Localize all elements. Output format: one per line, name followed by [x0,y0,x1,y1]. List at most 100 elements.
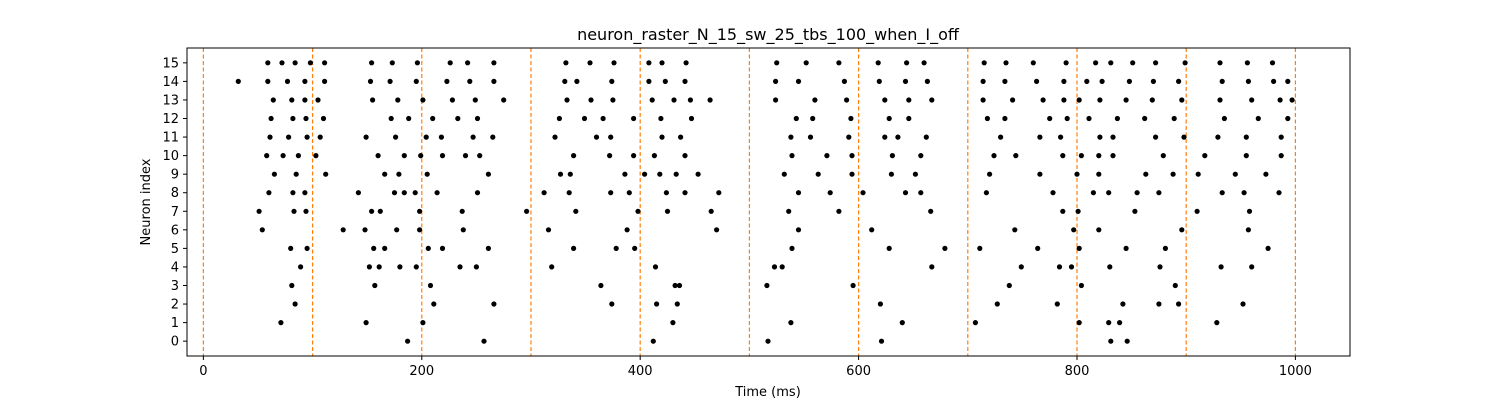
spike-point [389,60,395,66]
spike-point [1176,301,1182,307]
spike-point [371,245,377,251]
spike-point [370,97,376,103]
spike-point [235,78,241,84]
spike-point [290,115,296,122]
spike-point [564,97,570,103]
spike-point [474,115,481,122]
spike-point [485,245,491,251]
spike-point [417,227,423,233]
spike-point [1123,245,1129,251]
spike-point [593,134,600,140]
spike-point [265,60,271,66]
spike-point [1179,227,1185,233]
spike-point [317,134,323,140]
y-tick-label: 14 [162,75,179,90]
spike-point [895,134,901,140]
spike-point [413,78,419,84]
spike-point [929,264,935,270]
spike-point [1099,78,1105,84]
spike-point [659,60,665,66]
spike-point [413,264,419,270]
spike-point [1078,282,1084,289]
spike-point [902,190,909,196]
spike-point [1249,97,1255,103]
spike-point [270,97,276,103]
spike-point [369,208,375,214]
spike-point [1142,115,1148,122]
y-tick-label: 5 [171,242,179,257]
y-tick-label: 0 [171,335,179,350]
spike-point [882,97,888,103]
spike-point [1278,134,1284,140]
spike-point [815,171,821,177]
spike-point [490,134,496,140]
spike-point [473,264,479,270]
spike-point [391,190,398,196]
y-tick-label: 11 [162,131,179,146]
spike-point [587,60,593,66]
spike-point [850,282,856,289]
spike-point [1245,78,1251,84]
spike-point [571,153,577,159]
spike-point [290,190,296,196]
spike-point [1003,60,1009,66]
spike-point [394,227,400,233]
spike-point [563,60,569,66]
spike-point [401,153,407,159]
spike-point [304,245,310,251]
spike-point [1276,190,1282,196]
spike-point [654,301,660,307]
spike-point [810,115,816,122]
spike-point [764,282,770,289]
spike-point [323,171,329,177]
spike-point [1217,60,1223,66]
spike-point [886,115,892,122]
spike-point [1084,78,1090,84]
spike-point [662,78,668,84]
spike-point [658,115,664,122]
spike-point [918,190,924,196]
spike-point [876,78,882,84]
spike-point [541,190,547,196]
spike-point [1110,153,1116,159]
spike-point [427,282,434,289]
spike-point [524,208,530,214]
spike-point [683,60,689,66]
spike-point [788,134,794,140]
spike-point [651,153,658,159]
spike-point [472,97,478,103]
spike-point [622,171,628,177]
x-tick-label: 1000 [1279,364,1312,379]
spike-point [556,115,563,122]
spike-point [1002,115,1008,122]
spike-point [1181,134,1187,140]
spike-point [501,97,507,103]
spike-point [1162,245,1168,251]
spike-point [1241,190,1247,196]
spike-point [807,134,814,140]
y-tick-label: 3 [171,279,179,294]
spike-point [1120,301,1126,307]
spike-point [609,301,615,307]
spike-point [265,78,271,84]
spike-point [1289,97,1295,103]
vertical-guide-lines [202,48,1296,356]
spike-point [918,153,924,159]
spike-point [1018,264,1024,270]
y-tick-label: 13 [162,93,179,108]
spike-point [1093,60,1099,66]
spike-point [650,338,656,344]
spike-point [682,78,688,84]
spike-point [295,153,301,159]
spike-point [465,60,471,66]
spike-point [977,245,983,251]
spike-point [1061,97,1067,103]
spike-point [1068,264,1075,270]
spike-point [1013,153,1019,159]
spike-point [376,264,382,270]
spike-point [284,78,291,84]
spike-point [418,153,424,159]
spike-point [980,97,986,103]
spike-point [598,282,604,289]
spike-point [1221,115,1227,122]
